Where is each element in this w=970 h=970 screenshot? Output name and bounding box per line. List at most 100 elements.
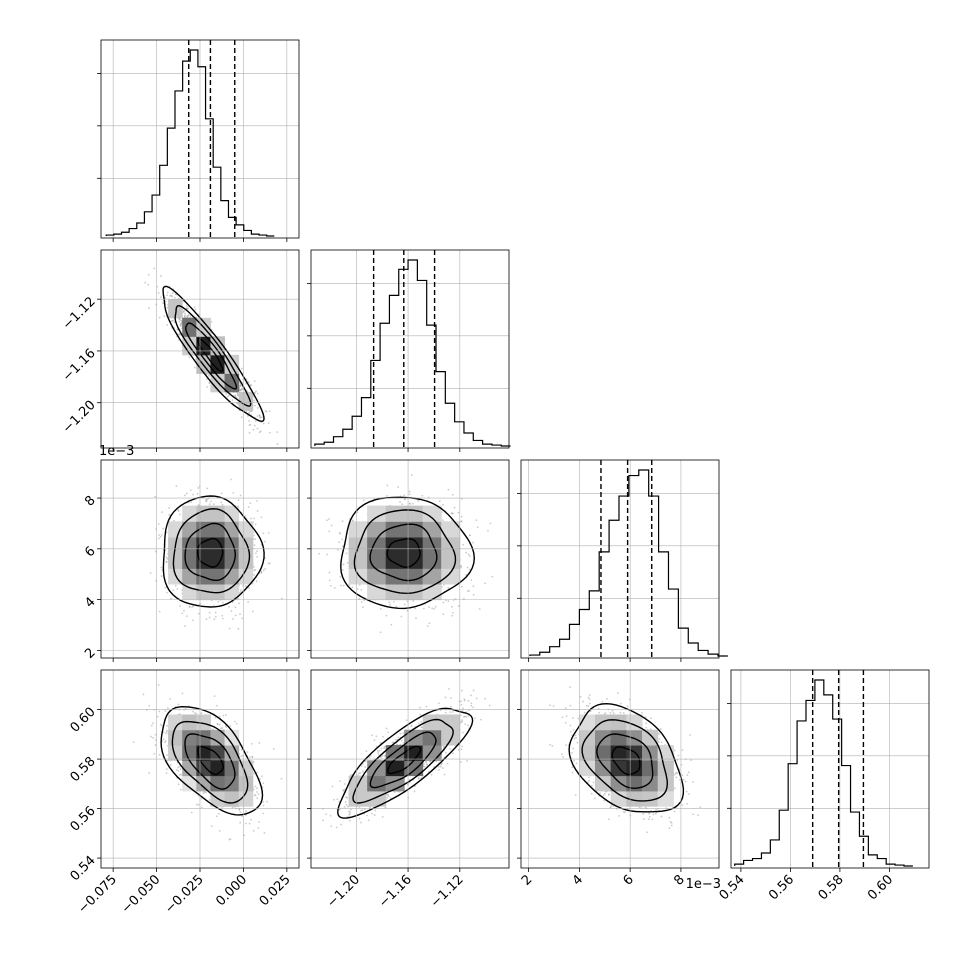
grid — [528, 460, 682, 658]
contour-line — [184, 522, 237, 581]
contour-line — [171, 720, 249, 804]
x-tick-label: −0.050 — [119, 872, 164, 917]
pair-3-1 — [322, 687, 491, 829]
pair-3-2 — [549, 686, 702, 834]
pair-2-1-x-ticks — [355, 658, 461, 662]
histogram-param-1-grid — [307, 282, 509, 389]
x-tick-label: −1.16 — [376, 872, 415, 911]
x-tick-label: 4 — [570, 872, 586, 888]
x-tick-label: 0.025 — [257, 872, 294, 909]
contour-line — [387, 745, 422, 775]
pair-2-1-y-ticks — [307, 497, 311, 651]
pair-3-1-x-ticks: −1.20 −1.16 −1.12 — [324, 868, 467, 911]
pair-3-0 — [132, 684, 283, 841]
histogram-param-2-x-ticks — [528, 658, 682, 662]
contour-line — [197, 745, 224, 776]
histogram-param-2-steps — [529, 469, 728, 657]
pair-3-1-y-ticks — [307, 709, 311, 859]
contour-line — [386, 538, 421, 568]
histogram-param-2-frame — [520, 459, 720, 659]
grid — [740, 670, 890, 868]
pair-3-2-density — [579, 714, 674, 807]
histogram-param-0-grid — [97, 72, 299, 179]
grid — [521, 670, 719, 868]
contour-line — [172, 508, 251, 594]
pair-2-0-y-ticks: 2 4 6 8 — [82, 493, 101, 662]
contour-line — [369, 731, 437, 789]
pair-2-1-contours — [340, 496, 476, 610]
contour-line — [596, 733, 654, 790]
x-tick-label: 6 — [621, 872, 637, 888]
pair-1-0-density — [168, 299, 254, 411]
x-tick-label: −1.20 — [324, 872, 363, 911]
contour-line — [340, 496, 476, 610]
contour-line — [185, 322, 238, 390]
pair-3-2-frame — [520, 669, 720, 869]
pair-2-0-x-ticks — [112, 658, 288, 662]
contour-line — [568, 702, 685, 813]
grid — [311, 670, 509, 868]
y-tick-label: −1.16 — [60, 346, 99, 385]
pair-3-0-x-ticks: −0.075−0.050−0.025 0.000 0.025 — [75, 868, 294, 917]
pair-2-0-contours — [162, 495, 265, 608]
pair-1-0-x-ticks — [112, 448, 288, 452]
x-tick-label: 0.54 — [717, 872, 748, 903]
y-tick-label: 0.54 — [68, 853, 99, 884]
grid — [101, 460, 299, 658]
pair-3-2-y-ticks — [517, 709, 521, 859]
x-tick-label: 0.58 — [816, 872, 847, 903]
grid — [355, 250, 461, 448]
y-tick-label: 0.60 — [68, 705, 99, 736]
x-offset-label: 1e−3 — [686, 877, 721, 892]
contour-line — [581, 719, 669, 802]
grid — [112, 40, 288, 238]
histogram-param-3-frame — [730, 669, 930, 869]
y-tick-label: 4 — [82, 595, 98, 611]
pair-3-0-contours — [160, 705, 264, 816]
histogram-param-3-x-ticks: 0.54 0.56 0.58 0.60 — [717, 868, 896, 903]
y-offset-label: 1e−3 — [99, 444, 134, 459]
histogram-param-3-grid — [727, 702, 929, 809]
pair-2-1 — [318, 474, 494, 634]
contour-line — [162, 495, 265, 608]
contour-line — [160, 705, 264, 816]
histogram-param-0-x-ticks — [112, 238, 288, 242]
histogram-param-1-steps — [314, 259, 511, 447]
contour-line — [369, 523, 438, 582]
x-tick-label: −0.025 — [162, 872, 207, 917]
y-tick-label: 0.58 — [68, 754, 99, 785]
x-tick-label: 0.000 — [213, 872, 250, 909]
pair-1-0-y-ticks: −1.20 −1.16 −1.12 — [60, 294, 101, 437]
pair-3-2-contours — [568, 702, 685, 813]
histogram-param-1-frame — [310, 249, 510, 449]
y-tick-label: −1.20 — [60, 398, 99, 437]
pair-3-0-y-ticks: 0.54 0.56 0.58 0.60 — [68, 705, 101, 884]
histogram-param-1-x-ticks — [355, 448, 461, 452]
x-tick-label: 0.56 — [766, 872, 797, 903]
pair-2-0 — [149, 478, 283, 630]
x-tick-label: 2 — [519, 872, 535, 888]
histogram-param-2-grid — [517, 492, 719, 599]
grid — [101, 670, 299, 868]
x-tick-label: 0.60 — [865, 872, 896, 903]
y-tick-label: 0.56 — [68, 804, 99, 835]
y-tick-label: 6 — [82, 544, 98, 560]
contour-line — [611, 746, 641, 776]
y-tick-label: −1.12 — [60, 294, 99, 333]
contour-line — [352, 718, 454, 804]
pair-1-0 — [144, 267, 279, 445]
pair-3-1-frame — [310, 669, 510, 869]
histogram-param-3-steps — [734, 679, 913, 867]
contour-line — [197, 337, 224, 373]
pair-2-0-density — [168, 505, 254, 601]
y-tick-label: 8 — [82, 493, 98, 509]
x-tick-label: −1.12 — [428, 872, 467, 911]
y-tick-label: 2 — [82, 645, 98, 661]
grid — [101, 250, 299, 448]
pair-2-1-frame — [310, 459, 510, 659]
contour-line — [184, 733, 236, 790]
histogram-param-0-steps — [105, 49, 275, 237]
contour-line — [174, 304, 252, 407]
